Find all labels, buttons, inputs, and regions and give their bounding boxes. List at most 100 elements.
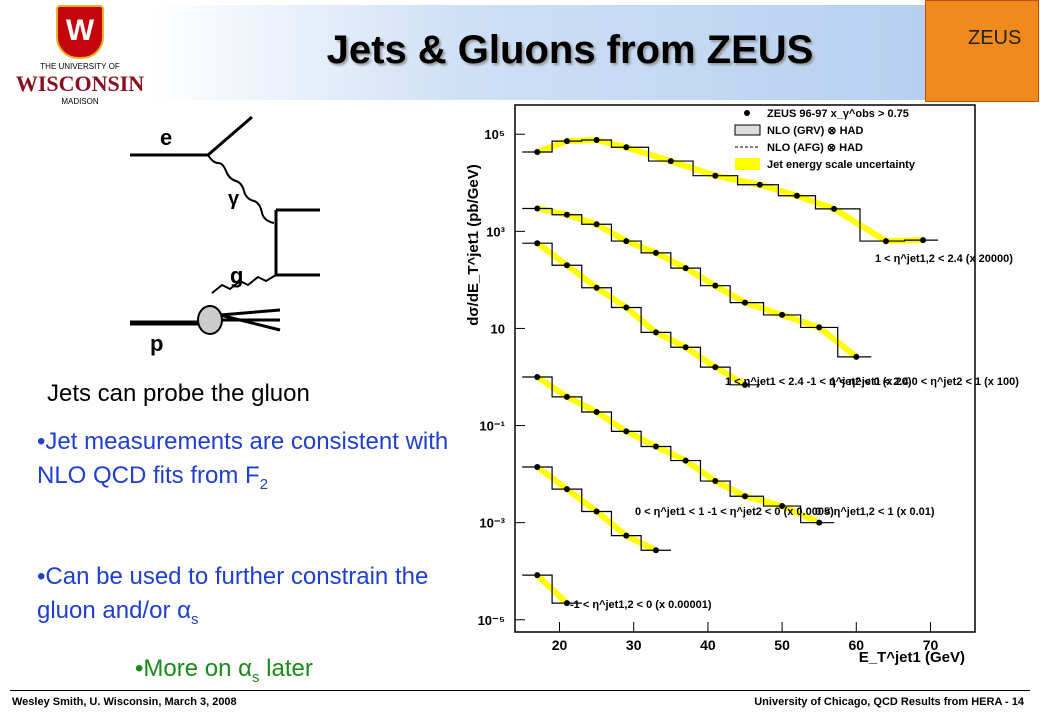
data-point (742, 381, 748, 388)
subscript: s (190, 610, 199, 628)
subscript: s (252, 668, 260, 686)
x-axis-label: E_T^jet1 (GeV) (859, 649, 965, 666)
x-tick-label: 20 (552, 637, 568, 653)
logo-line: THE UNIVERSITY OF (40, 62, 120, 71)
feynman-diagram: e γ g p (130, 115, 320, 356)
footer-right: University of Chicago, QCD Results from … (754, 696, 1024, 708)
bullet-text: Can be used to further constrain the glu… (37, 563, 429, 624)
data-point (593, 221, 600, 228)
y-tick-label: 10³ (486, 224, 505, 239)
data-point (652, 329, 659, 336)
diagram-label: e (160, 125, 172, 150)
bullet-text: later (259, 655, 313, 682)
data-point (593, 137, 600, 144)
data-point (593, 284, 600, 291)
data-point (563, 600, 570, 607)
legend-label: NLO (AFG) ⊗ HAD (767, 142, 863, 154)
data-point (534, 240, 541, 247)
bullet-text: More on (143, 655, 239, 682)
nlo-step (522, 376, 835, 524)
data-point (712, 282, 719, 289)
series-label: 1 < η^jet1,2 < 2.4 (x 20000) (875, 253, 1013, 265)
data-point (920, 237, 927, 244)
series-label: 0 < η^jet1,2 < 1 (x 0.01) (815, 506, 935, 518)
y-tick-label: 10⁻³ (479, 516, 505, 531)
data-point (756, 181, 763, 188)
data-point (534, 149, 541, 156)
subscript: 2 (259, 475, 269, 493)
data-point (623, 532, 630, 539)
data-point (793, 192, 800, 199)
legend-label: Jet energy scale uncertainty (767, 159, 916, 171)
bullet: •More on αs later (135, 655, 313, 686)
data-point (682, 265, 689, 272)
x-tick-label: 50 (774, 637, 790, 653)
data-point (563, 138, 570, 145)
data-point (652, 547, 659, 554)
zeus-plot: 10⁵ 10³ 10 10⁻¹ 10⁻³ 10⁻⁵ 20 30 40 50 60 70E_T^jet1… (465, 104, 1019, 666)
x-tick-label: 70 (923, 637, 939, 653)
series-label: 0 < η^jet1 < 1 -1 < η^jet2 < 0 (x 0.0005… (635, 506, 834, 518)
plot-area (514, 104, 976, 633)
data-point (667, 158, 674, 165)
data-point (712, 364, 719, 371)
x-tick-label: 40 (700, 637, 716, 653)
logo-line: MADISON (61, 97, 99, 106)
proton-blob (197, 305, 223, 335)
footer-rule (10, 690, 1030, 691)
crest: W (56, 5, 104, 59)
data-point (563, 262, 570, 269)
data-point (563, 393, 570, 400)
diagram-label: p (150, 331, 163, 356)
data-point (779, 311, 786, 318)
data-point (623, 428, 630, 435)
data-point (853, 353, 860, 360)
y-tick-label: 10⁵ (484, 127, 505, 142)
data-point (652, 443, 659, 450)
zeus-logo: ZEUS (925, 0, 1039, 102)
data-point (831, 205, 838, 212)
data-point (742, 493, 748, 500)
bullet-text: Jet measurements are consistent with NLO… (37, 428, 449, 489)
uw-logo: W THE UNIVERSITY OF WISCONSIN MADISON (15, 5, 145, 106)
data-point (623, 304, 630, 311)
data-point (623, 238, 630, 245)
slide-title: Jets & Gluons from ZEUS (326, 28, 814, 72)
data-point (534, 572, 541, 579)
y-tick-label: 10⁻⁵ (478, 613, 505, 628)
data-point (712, 172, 719, 179)
data-point (816, 324, 823, 331)
data-point (682, 344, 689, 351)
x-tick-label: 30 (626, 637, 642, 653)
data-point (779, 503, 786, 510)
legend-marker (744, 110, 750, 116)
data-point (712, 478, 719, 485)
zeus-text: ZEUS (968, 27, 1022, 49)
y-tick-label: 10 (491, 321, 505, 336)
y-tick-label: 10⁻¹ (479, 419, 505, 434)
data-point (563, 486, 570, 493)
data-point (534, 464, 541, 471)
diagram-label: γ (228, 188, 240, 210)
lead-text: Jets can probe the gluon (47, 380, 310, 407)
data-point (593, 409, 600, 416)
y-axis-label: dσ/dE_T^jet1 (pb/GeV) (465, 164, 482, 326)
data-point (534, 374, 541, 381)
footer-left: Wesley Smith, U. Wisconsin, March 3, 200… (12, 696, 237, 708)
data-point (682, 457, 689, 464)
title-band (150, 5, 925, 100)
x-tick-label: 60 (849, 637, 865, 653)
legend-label: NLO (GRV) ⊗ HAD (767, 125, 863, 137)
legend-swatch (734, 124, 761, 136)
bullet: •Can be used to further constrain the gl… (37, 563, 429, 628)
symbol: α (177, 597, 191, 624)
series-label: -1 < η^jet1,2 < 0 (x 0.00001) (570, 599, 712, 611)
data-point (593, 508, 600, 515)
series-label: 1 < η^jet1 < 2.4 0 < η^jet2 < 1 (x 100) (830, 376, 1019, 388)
bullet: •Jet measurements are consistent with NL… (37, 428, 449, 493)
data-point (623, 144, 630, 151)
symbol: α (238, 655, 252, 682)
data-point (534, 205, 541, 212)
diagram-label: g (230, 263, 243, 288)
